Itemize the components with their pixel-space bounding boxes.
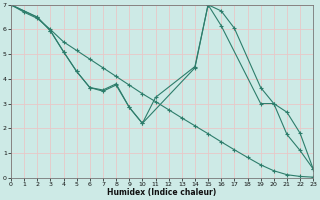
X-axis label: Humidex (Indice chaleur): Humidex (Indice chaleur)	[108, 188, 217, 197]
